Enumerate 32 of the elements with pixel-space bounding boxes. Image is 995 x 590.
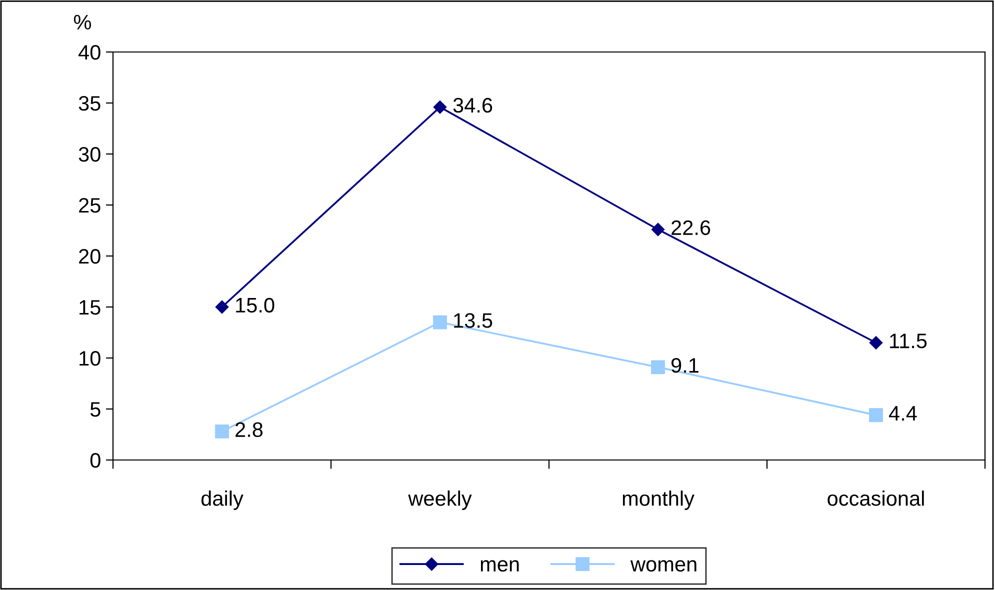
y-tick-label: 10 xyxy=(80,351,100,366)
x-tick-label: monthly xyxy=(622,490,694,510)
x-tick-label: daily xyxy=(201,490,244,510)
point xyxy=(651,222,665,236)
data-label: 9.1 xyxy=(671,358,698,373)
data-label: 15.0 xyxy=(236,298,274,313)
point xyxy=(215,300,229,314)
point xyxy=(433,100,447,114)
y-tick-label: 5 xyxy=(90,402,100,417)
y-tick-label: 30 xyxy=(78,147,100,162)
x-tick-label: weekly xyxy=(408,490,472,510)
y-tick-label: 15 xyxy=(80,300,100,315)
point xyxy=(215,424,229,438)
y-tick-label: 20 xyxy=(79,249,100,264)
legend-label: men xyxy=(480,560,519,572)
point xyxy=(651,360,665,374)
point xyxy=(869,336,883,350)
legend-label: women xyxy=(630,560,696,572)
data-label: 13.5 xyxy=(454,313,492,328)
data-label: 22.6 xyxy=(672,220,710,236)
y-tick-label: 35 xyxy=(78,96,100,111)
point xyxy=(869,408,883,422)
data-label: 11.5 xyxy=(890,334,927,348)
y-axis-title: % xyxy=(74,14,91,30)
y-tick-label: 25 xyxy=(79,198,100,213)
data-label: 34.6 xyxy=(453,98,492,113)
data-label: 2.8 xyxy=(236,422,263,438)
data-label: 4.4 xyxy=(888,406,917,421)
y-tick-label: 40 xyxy=(78,45,100,60)
y-tick-label: 0 xyxy=(90,453,100,468)
x-tick-label: occasional xyxy=(828,490,924,506)
point xyxy=(433,315,447,330)
